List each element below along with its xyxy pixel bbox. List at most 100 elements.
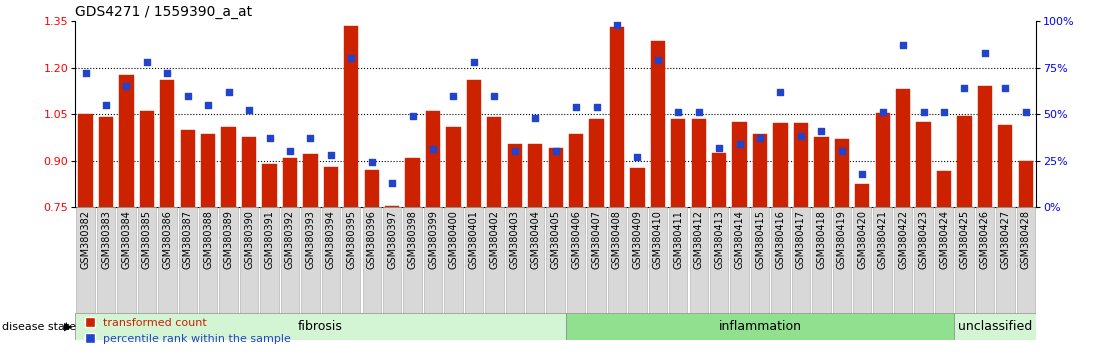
FancyBboxPatch shape [751,207,769,313]
FancyBboxPatch shape [342,207,360,313]
Bar [916,122,931,207]
Point [669,109,687,115]
Text: GSM380395: GSM380395 [347,210,357,269]
Text: GSM380409: GSM380409 [633,210,643,269]
Legend: transformed count, percentile rank within the sample: transformed count, percentile rank withi… [81,314,296,348]
Text: GSM380422: GSM380422 [899,210,909,269]
Point [608,22,626,28]
Text: GSM380426: GSM380426 [979,210,989,269]
Bar [529,144,543,207]
Bar [222,127,236,207]
Bar [283,158,297,207]
Point [117,84,135,89]
FancyBboxPatch shape [546,207,565,313]
FancyBboxPatch shape [280,207,299,313]
Point [178,93,196,98]
Bar [957,116,972,207]
Point [342,56,360,61]
Point [833,149,851,154]
Point [935,109,953,115]
FancyBboxPatch shape [832,207,851,313]
Text: GSM380418: GSM380418 [817,210,827,269]
Point [403,113,421,119]
Bar [99,117,113,207]
Point [383,180,401,186]
Text: GSM380387: GSM380387 [183,210,193,269]
Bar [998,125,1013,207]
Text: GSM380403: GSM380403 [510,210,520,269]
FancyBboxPatch shape [587,207,606,313]
FancyBboxPatch shape [771,207,790,313]
Text: ▶: ▶ [64,321,73,332]
Point [731,141,749,147]
Text: GSM380428: GSM380428 [1020,210,1030,269]
Bar [120,75,134,207]
FancyBboxPatch shape [260,207,279,313]
Text: GSM380412: GSM380412 [694,210,704,269]
Point [526,115,544,121]
FancyBboxPatch shape [730,207,749,313]
Point [812,128,830,134]
Point [1017,109,1035,115]
Point [138,59,156,65]
Text: GSM380394: GSM380394 [326,210,336,269]
Point [260,136,278,141]
FancyBboxPatch shape [976,207,994,313]
Bar [732,122,747,207]
Bar [1018,161,1033,207]
Point [894,42,912,48]
Text: GSM380386: GSM380386 [162,210,173,269]
Bar [896,90,911,207]
Text: inflammation: inflammation [719,320,801,333]
Point [301,136,319,141]
Bar [671,119,686,207]
Point [98,102,115,108]
Bar [466,80,481,207]
FancyBboxPatch shape [158,207,176,313]
Text: GSM380425: GSM380425 [960,210,970,269]
Point [76,70,94,76]
Point [710,145,728,150]
Text: GSM380405: GSM380405 [551,210,561,269]
Bar [488,117,502,207]
FancyBboxPatch shape [178,207,197,313]
FancyBboxPatch shape [219,207,238,313]
Text: GSM380384: GSM380384 [122,210,132,269]
FancyBboxPatch shape [648,207,667,313]
Text: GSM380399: GSM380399 [428,210,438,269]
FancyBboxPatch shape [75,313,566,340]
Bar [691,119,706,207]
Point [915,109,933,115]
Bar [345,26,358,207]
Text: GSM380398: GSM380398 [408,210,418,269]
Bar [834,139,849,207]
FancyBboxPatch shape [199,207,217,313]
Text: GSM380407: GSM380407 [592,210,602,269]
Bar [384,206,399,207]
Text: GSM380400: GSM380400 [449,210,459,269]
FancyBboxPatch shape [669,207,687,313]
Bar [548,148,563,207]
Text: GSM380390: GSM380390 [244,210,254,269]
Point [485,93,503,98]
Text: GDS4271 / 1559390_a_at: GDS4271 / 1559390_a_at [75,5,253,19]
Point [628,154,646,160]
Text: GSM380420: GSM380420 [858,210,868,269]
Text: GSM380393: GSM380393 [306,210,316,269]
FancyBboxPatch shape [894,207,912,313]
Text: GSM380421: GSM380421 [878,210,888,269]
Text: GSM380397: GSM380397 [387,210,397,269]
FancyBboxPatch shape [362,207,381,313]
Bar [712,153,727,207]
Bar [875,113,890,207]
Point [853,171,871,177]
Point [424,147,442,152]
Bar [181,130,195,207]
Text: GSM380415: GSM380415 [755,210,765,269]
FancyBboxPatch shape [996,207,1015,313]
Point [444,93,462,98]
Text: GSM380417: GSM380417 [796,210,806,269]
Bar [630,169,645,207]
Bar [79,114,93,207]
FancyBboxPatch shape [117,207,135,313]
